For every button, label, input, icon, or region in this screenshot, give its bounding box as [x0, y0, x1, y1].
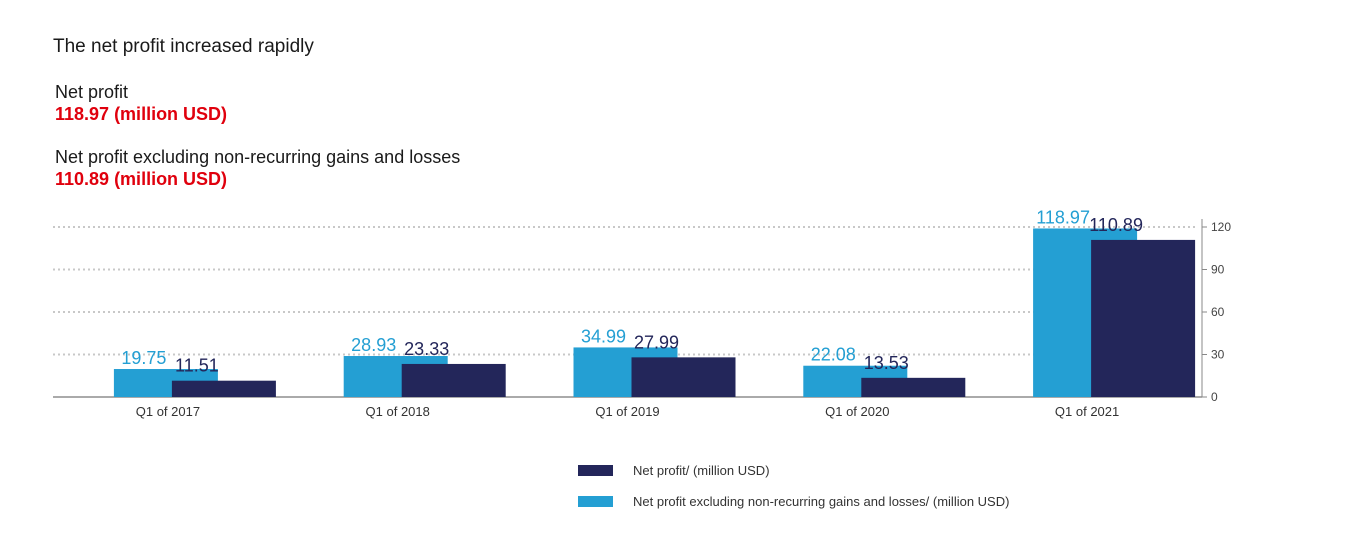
net-profit-excl-label: Net profit excluding non-recurring gains… — [55, 147, 461, 167]
bar-net-1 — [171, 380, 276, 397]
data-label-net-1: 11.51 — [175, 356, 219, 376]
x-tick-label-4: Q1 of 2020 — [825, 404, 889, 419]
y-tick-label-120: 120 — [1211, 220, 1231, 234]
x-tick-label-3: Q1 of 2019 — [595, 404, 659, 419]
data-label-excl-3: 34.99 — [581, 326, 626, 346]
x-tick-label-2: Q1 of 2018 — [366, 404, 430, 419]
bar-net-4 — [861, 377, 966, 397]
bar-net-5 — [1091, 239, 1196, 397]
x-tick-label-1: Q1 of 2017 — [136, 404, 200, 419]
data-label-net-5: 110.89 — [1089, 215, 1143, 235]
net-profit-excl-value: 110.89 (million USD) — [55, 169, 228, 189]
legend-label-net-profit: Net profit/ (million USD) — [633, 462, 770, 478]
y-tick-label-60: 60 — [1211, 305, 1225, 319]
legend-item-net-profit-excl: Net profit excluding non-recurring gains… — [578, 493, 1010, 509]
legend-swatch-net-profit-excl — [578, 495, 613, 507]
data-label-excl-5: 118.97 — [1036, 207, 1090, 227]
data-label-net-4: 13.53 — [864, 353, 909, 373]
chart-heading: The net profit increased rapidly — [53, 36, 314, 57]
net-profit-value: 118.97 (million USD) — [55, 104, 228, 124]
data-label-excl-1: 19.75 — [121, 348, 166, 368]
y-tick-label-30: 30 — [1211, 348, 1225, 362]
y-tick-label-90: 90 — [1211, 263, 1225, 277]
bar-net-3 — [631, 357, 736, 397]
data-label-excl-4: 22.08 — [811, 345, 856, 365]
net-profit-label: Net profit — [55, 82, 129, 102]
legend-label-net-profit-excl: Net profit excluding non-recurring gains… — [633, 493, 1010, 509]
bar-net-2 — [401, 363, 506, 397]
legend-swatch-net-profit — [578, 464, 613, 476]
x-tick-label-5: Q1 of 2021 — [1055, 404, 1119, 419]
data-label-excl-2: 28.93 — [351, 335, 396, 355]
data-label-net-2: 23.33 — [404, 339, 449, 359]
legend-item-net-profit: Net profit/ (million USD) — [578, 462, 770, 478]
y-tick-label-0: 0 — [1211, 390, 1218, 404]
data-label-net-3: 27.99 — [634, 332, 679, 352]
